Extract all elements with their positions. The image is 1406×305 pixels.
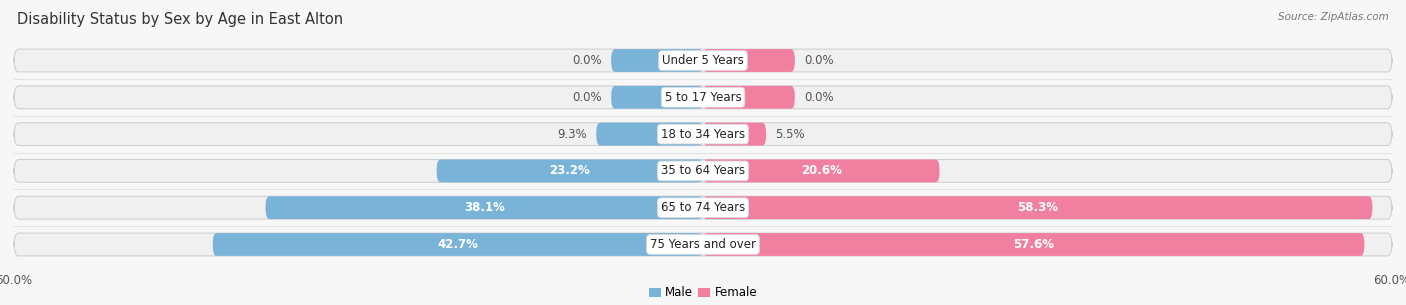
FancyBboxPatch shape (14, 233, 1392, 256)
Text: 35 to 64 Years: 35 to 64 Years (661, 164, 745, 178)
Text: 58.3%: 58.3% (1017, 201, 1059, 214)
Text: 20.6%: 20.6% (801, 164, 842, 178)
Text: 0.0%: 0.0% (804, 91, 834, 104)
FancyBboxPatch shape (14, 49, 1392, 72)
FancyBboxPatch shape (703, 196, 1372, 219)
FancyBboxPatch shape (612, 86, 703, 109)
Text: 5.5%: 5.5% (775, 127, 806, 141)
Text: 75 Years and over: 75 Years and over (650, 238, 756, 251)
Text: Disability Status by Sex by Age in East Alton: Disability Status by Sex by Age in East … (17, 12, 343, 27)
Text: 9.3%: 9.3% (557, 127, 588, 141)
FancyBboxPatch shape (14, 86, 1392, 109)
FancyBboxPatch shape (266, 196, 703, 219)
Text: 57.6%: 57.6% (1014, 238, 1054, 251)
FancyBboxPatch shape (703, 86, 794, 109)
Text: 0.0%: 0.0% (572, 91, 602, 104)
FancyBboxPatch shape (14, 160, 1392, 182)
Text: 18 to 34 Years: 18 to 34 Years (661, 127, 745, 141)
Legend: Male, Female: Male, Female (644, 282, 762, 304)
Text: 5 to 17 Years: 5 to 17 Years (665, 91, 741, 104)
FancyBboxPatch shape (703, 160, 939, 182)
Text: 42.7%: 42.7% (437, 238, 478, 251)
Text: 23.2%: 23.2% (550, 164, 591, 178)
FancyBboxPatch shape (703, 49, 794, 72)
Text: Source: ZipAtlas.com: Source: ZipAtlas.com (1278, 12, 1389, 22)
FancyBboxPatch shape (14, 196, 1392, 219)
FancyBboxPatch shape (703, 233, 1364, 256)
Text: Under 5 Years: Under 5 Years (662, 54, 744, 67)
Text: 38.1%: 38.1% (464, 201, 505, 214)
Text: 65 to 74 Years: 65 to 74 Years (661, 201, 745, 214)
Text: 0.0%: 0.0% (804, 54, 834, 67)
FancyBboxPatch shape (596, 123, 703, 145)
FancyBboxPatch shape (437, 160, 703, 182)
Text: 0.0%: 0.0% (572, 54, 602, 67)
FancyBboxPatch shape (14, 123, 1392, 145)
FancyBboxPatch shape (703, 123, 766, 145)
FancyBboxPatch shape (612, 49, 703, 72)
FancyBboxPatch shape (212, 233, 703, 256)
